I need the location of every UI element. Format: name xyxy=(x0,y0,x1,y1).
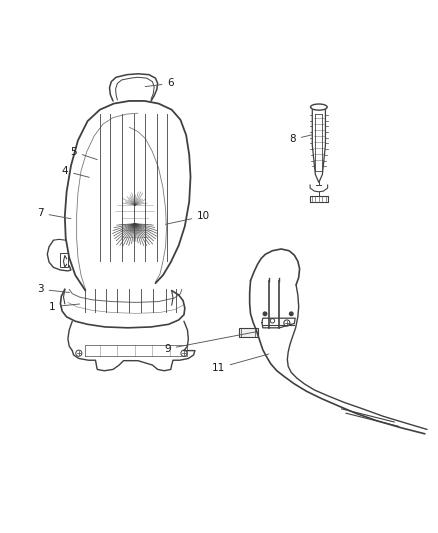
Text: 7: 7 xyxy=(37,208,71,219)
Circle shape xyxy=(263,312,267,316)
Bar xyxy=(239,328,258,337)
Bar xyxy=(60,253,68,266)
Text: 4: 4 xyxy=(61,166,89,177)
Text: 6: 6 xyxy=(145,78,174,88)
Text: 5: 5 xyxy=(70,147,97,159)
Text: 10: 10 xyxy=(166,211,210,224)
Text: 8: 8 xyxy=(289,134,312,144)
Circle shape xyxy=(290,312,293,316)
Text: 1: 1 xyxy=(48,302,80,312)
Text: 3: 3 xyxy=(37,284,70,294)
Text: 11: 11 xyxy=(212,354,269,373)
Text: 9: 9 xyxy=(164,332,256,354)
